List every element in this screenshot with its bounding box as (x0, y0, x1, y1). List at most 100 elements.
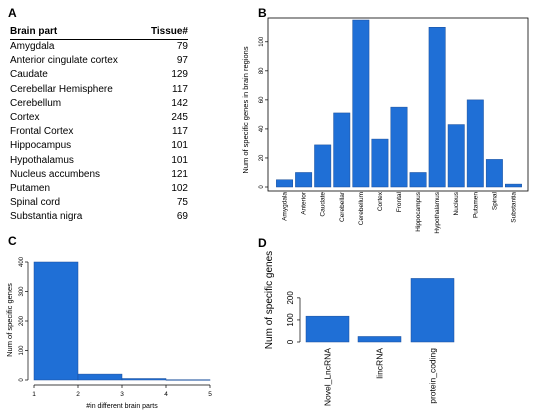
chart-d-xtick-label: lincRNA (375, 348, 385, 379)
chart-b-ytick-label: 20 (259, 154, 265, 161)
chart-c-bar (33, 261, 79, 381)
table-row: Cerebellum 142 (10, 97, 188, 111)
table-row: Hippocampus 101 (10, 139, 188, 153)
chart-d-bar (305, 315, 350, 343)
table-row: Cerebellar Hemisphere 117 (10, 83, 188, 97)
panel-d-label: D (258, 236, 267, 250)
chart-b-xtick-label: Nucleus (453, 191, 460, 215)
brain-part-name: Anterior cingulate cortex (10, 55, 118, 67)
brain-part-name: Frontal Cortex (10, 126, 74, 138)
tissue-count: 75 (176, 197, 188, 209)
table-row: Substantia nigra 69 (10, 210, 188, 224)
table-row: Caudate 129 (10, 68, 188, 82)
chart-b-xtick-label: Hippocampus (415, 191, 422, 231)
chart-c-ytick-label: 200 (19, 315, 25, 326)
chart-c-ytick-label: 300 (19, 286, 25, 297)
brain-part-name: Cerebellar Hemisphere (10, 83, 113, 95)
tissue-count: 142 (171, 97, 188, 109)
brain-part-name: Caudate (10, 69, 48, 81)
tissue-count: 101 (171, 140, 188, 152)
chart-b-ytick-label: 80 (259, 67, 265, 74)
chart-b-bar (447, 124, 465, 188)
brain-part-name: Hippocampus (10, 140, 72, 152)
brain-part-name: Amygdala (10, 41, 55, 52)
tissue-count: 79 (176, 41, 188, 52)
tissue-count: 129 (171, 69, 188, 81)
chart-b-ytick-label: 60 (259, 96, 265, 103)
chart-c-xtick-label: 3 (120, 391, 124, 398)
table-row: Anterior cingulate cortex 97 (10, 54, 188, 68)
brain-part-name: Hypothalamus (10, 154, 74, 166)
brain-part-name: Nucleus accumbens (10, 168, 101, 180)
chart-b-bar (505, 183, 522, 188)
chart-b-bar (409, 172, 427, 188)
brain-part-name: Cerebellum (10, 97, 62, 109)
table-header: Brain part Tissue# (10, 24, 188, 40)
panel-a-label: A (8, 6, 17, 20)
chart-b-ytick-label: 0 (259, 185, 265, 189)
chart-d-ytick-label: 200 (286, 291, 295, 305)
chart-b-bar (295, 172, 313, 188)
chart-c-xtick-label: 2 (76, 391, 80, 398)
chart-b-bar (276, 179, 293, 188)
chart-c-xtick-label: 4 (164, 391, 168, 398)
chart-c-bar (165, 379, 211, 381)
brain-part-table: Brain part Tissue# Amygdala 79 Anterior ci… (10, 24, 188, 224)
chart-b-xtick-label: Anterior (301, 191, 308, 215)
chart-d-ytick-label: 0 (286, 339, 295, 344)
chart-b-xtick-label: Frontal (396, 191, 403, 212)
chart-b-xtick-label: Cerebellar (339, 191, 346, 222)
brain-part-name: Spinal cord (10, 197, 61, 209)
chart-c-ytick-label: 100 (19, 345, 25, 356)
panel-c-label: C (8, 234, 17, 248)
chart-c-ylabel: Num of specific genes (5, 283, 14, 357)
brain-part-name: Cortex (10, 111, 40, 123)
chart-b-xtick-label: Cortex (377, 191, 384, 211)
chart-c-bar (121, 378, 167, 381)
table-row: Spinal cord 75 (10, 196, 188, 210)
chart-b-bar (371, 138, 389, 188)
chart-b-xtick-label: Amygdala (282, 192, 289, 221)
chart-b-bar (352, 19, 370, 188)
tissue-count: 101 (171, 154, 188, 166)
chart-d-bar (357, 336, 402, 343)
table-row: Frontal Cortex 117 (10, 125, 188, 139)
table-row: Putamen 102 (10, 182, 188, 196)
tissue-count: 117 (172, 126, 188, 138)
table-row: Hypothalamus 101 (10, 154, 188, 168)
chart-b-xtick-label: Hypothalamus (434, 191, 441, 233)
chart-c-xlabel: #in different brain parts (86, 403, 158, 410)
chart-b-xtick-label: Putamen (472, 192, 479, 218)
table-row: Nucleus accumbens 121 (10, 168, 188, 182)
chart-b-xtick-label: Cerebellum (358, 192, 365, 225)
header-brain-part: Brain part (10, 26, 58, 37)
tissue-count: 102 (171, 182, 188, 194)
brain-part-name: Putamen (10, 182, 51, 194)
brain-part-name: Substantia nigra (10, 211, 83, 223)
chart-b-xtick-label: Caudate (320, 192, 327, 217)
chart-d-ytick-label: 100 (286, 313, 295, 327)
chart-b-xtick-label: Substantia (510, 192, 517, 223)
chart-b-bar (333, 112, 351, 188)
chart-b-bar (390, 106, 408, 188)
chart-d-xtick-label: protein_coding (428, 348, 438, 404)
header-tissue-count: Tissue# (150, 26, 188, 37)
chart-c-ytick-label: 400 (19, 256, 25, 267)
chart-b-ylabel: Num of specific genes in brain regions (241, 46, 250, 173)
chart-b-frame (267, 17, 529, 192)
tissue-count: 69 (176, 211, 188, 223)
chart-d-bar (410, 278, 455, 343)
table-body: Amygdala 79 Anterior cingulate cortex 97 Cau… (10, 40, 188, 224)
chart-b-bar (466, 99, 484, 188)
tissue-count: 245 (171, 111, 188, 123)
chart-b-bar (314, 144, 332, 188)
chart-c-ytick-label: 0 (19, 378, 25, 382)
tissue-count: 117 (172, 83, 188, 95)
chart-c-bar (77, 373, 123, 381)
chart-b-bar (485, 159, 503, 188)
chart-c-xtick-label: 1 (32, 391, 36, 398)
chart-d-ylabel: Num of specific genes (264, 251, 275, 349)
tissue-count: 97 (176, 55, 188, 67)
panel-b-label: B (258, 6, 267, 20)
